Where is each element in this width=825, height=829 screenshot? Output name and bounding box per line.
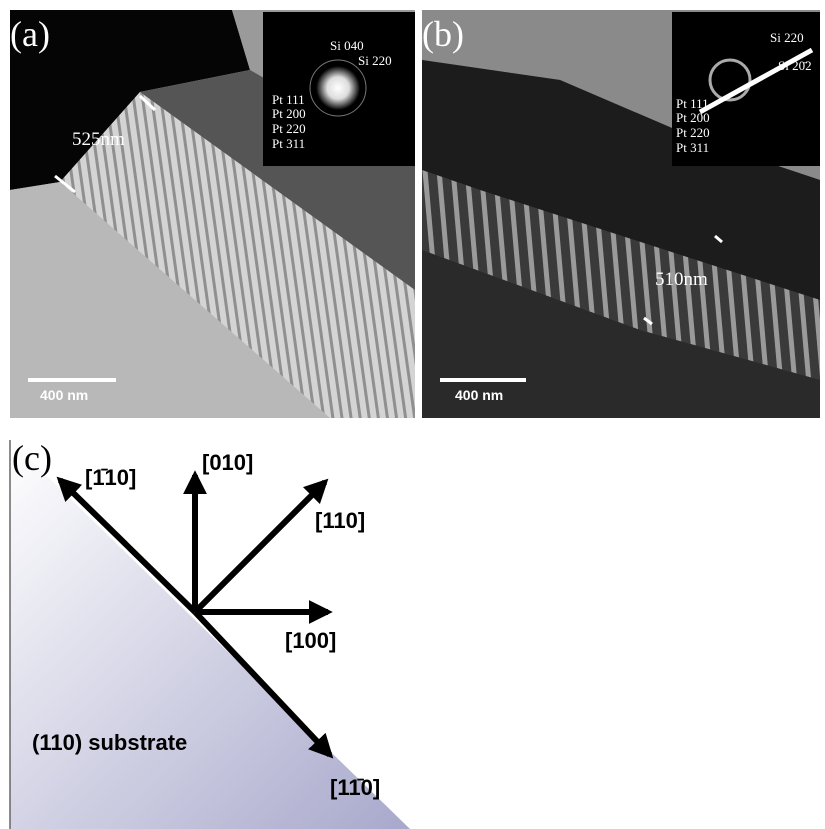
ring-label: Pt 220 xyxy=(272,121,306,136)
thickness-label: 525nm xyxy=(72,129,125,150)
panel-label: (b) xyxy=(422,14,464,54)
spot-label: Si 220 xyxy=(770,30,804,45)
ring-label: Pt 111 xyxy=(676,96,709,111)
panel-b: (b) 510nm 400 nm Si 220 Si 20̄2 Pt 111 P… xyxy=(422,10,820,418)
ring-label: Pt 220 xyxy=(676,125,710,140)
panel-a: (a) 525nm 400 nm Si 040 Si 220 Pt 111 Pt… xyxy=(10,10,415,418)
ring-label: Pt 200 xyxy=(676,110,710,125)
scale-bar-label: 400 nm xyxy=(40,387,88,403)
direction-label: [11̄0] xyxy=(330,775,380,800)
panel-c: (c) [1̄10] [010] [110] [100] [11̄0] (110… xyxy=(10,438,410,829)
direction-label: [100] xyxy=(285,628,336,653)
spot-label: Si 20̄2 xyxy=(778,58,812,73)
direction-label: [110] xyxy=(315,508,365,533)
scale-bar-label: 400 nm xyxy=(455,387,503,403)
direction-label: [1̄10] xyxy=(85,465,136,490)
figure: (a) 525nm 400 nm Si 040 Si 220 Pt 111 Pt… xyxy=(0,0,825,829)
spot-label: Si 040 xyxy=(330,38,364,53)
ring-label: Pt 311 xyxy=(676,140,709,155)
panel-label: (a) xyxy=(10,14,50,54)
ring-label: Pt 111 xyxy=(272,92,305,107)
ring-label: Pt 311 xyxy=(272,136,305,151)
direction-label: [010] xyxy=(202,450,253,475)
substrate-label: (110) substrate xyxy=(32,730,187,755)
ring-label: Pt 200 xyxy=(272,106,306,121)
thickness-label: 510nm xyxy=(655,269,708,290)
panel-label: (c) xyxy=(12,438,52,478)
spot-label: Si 220 xyxy=(358,53,392,68)
